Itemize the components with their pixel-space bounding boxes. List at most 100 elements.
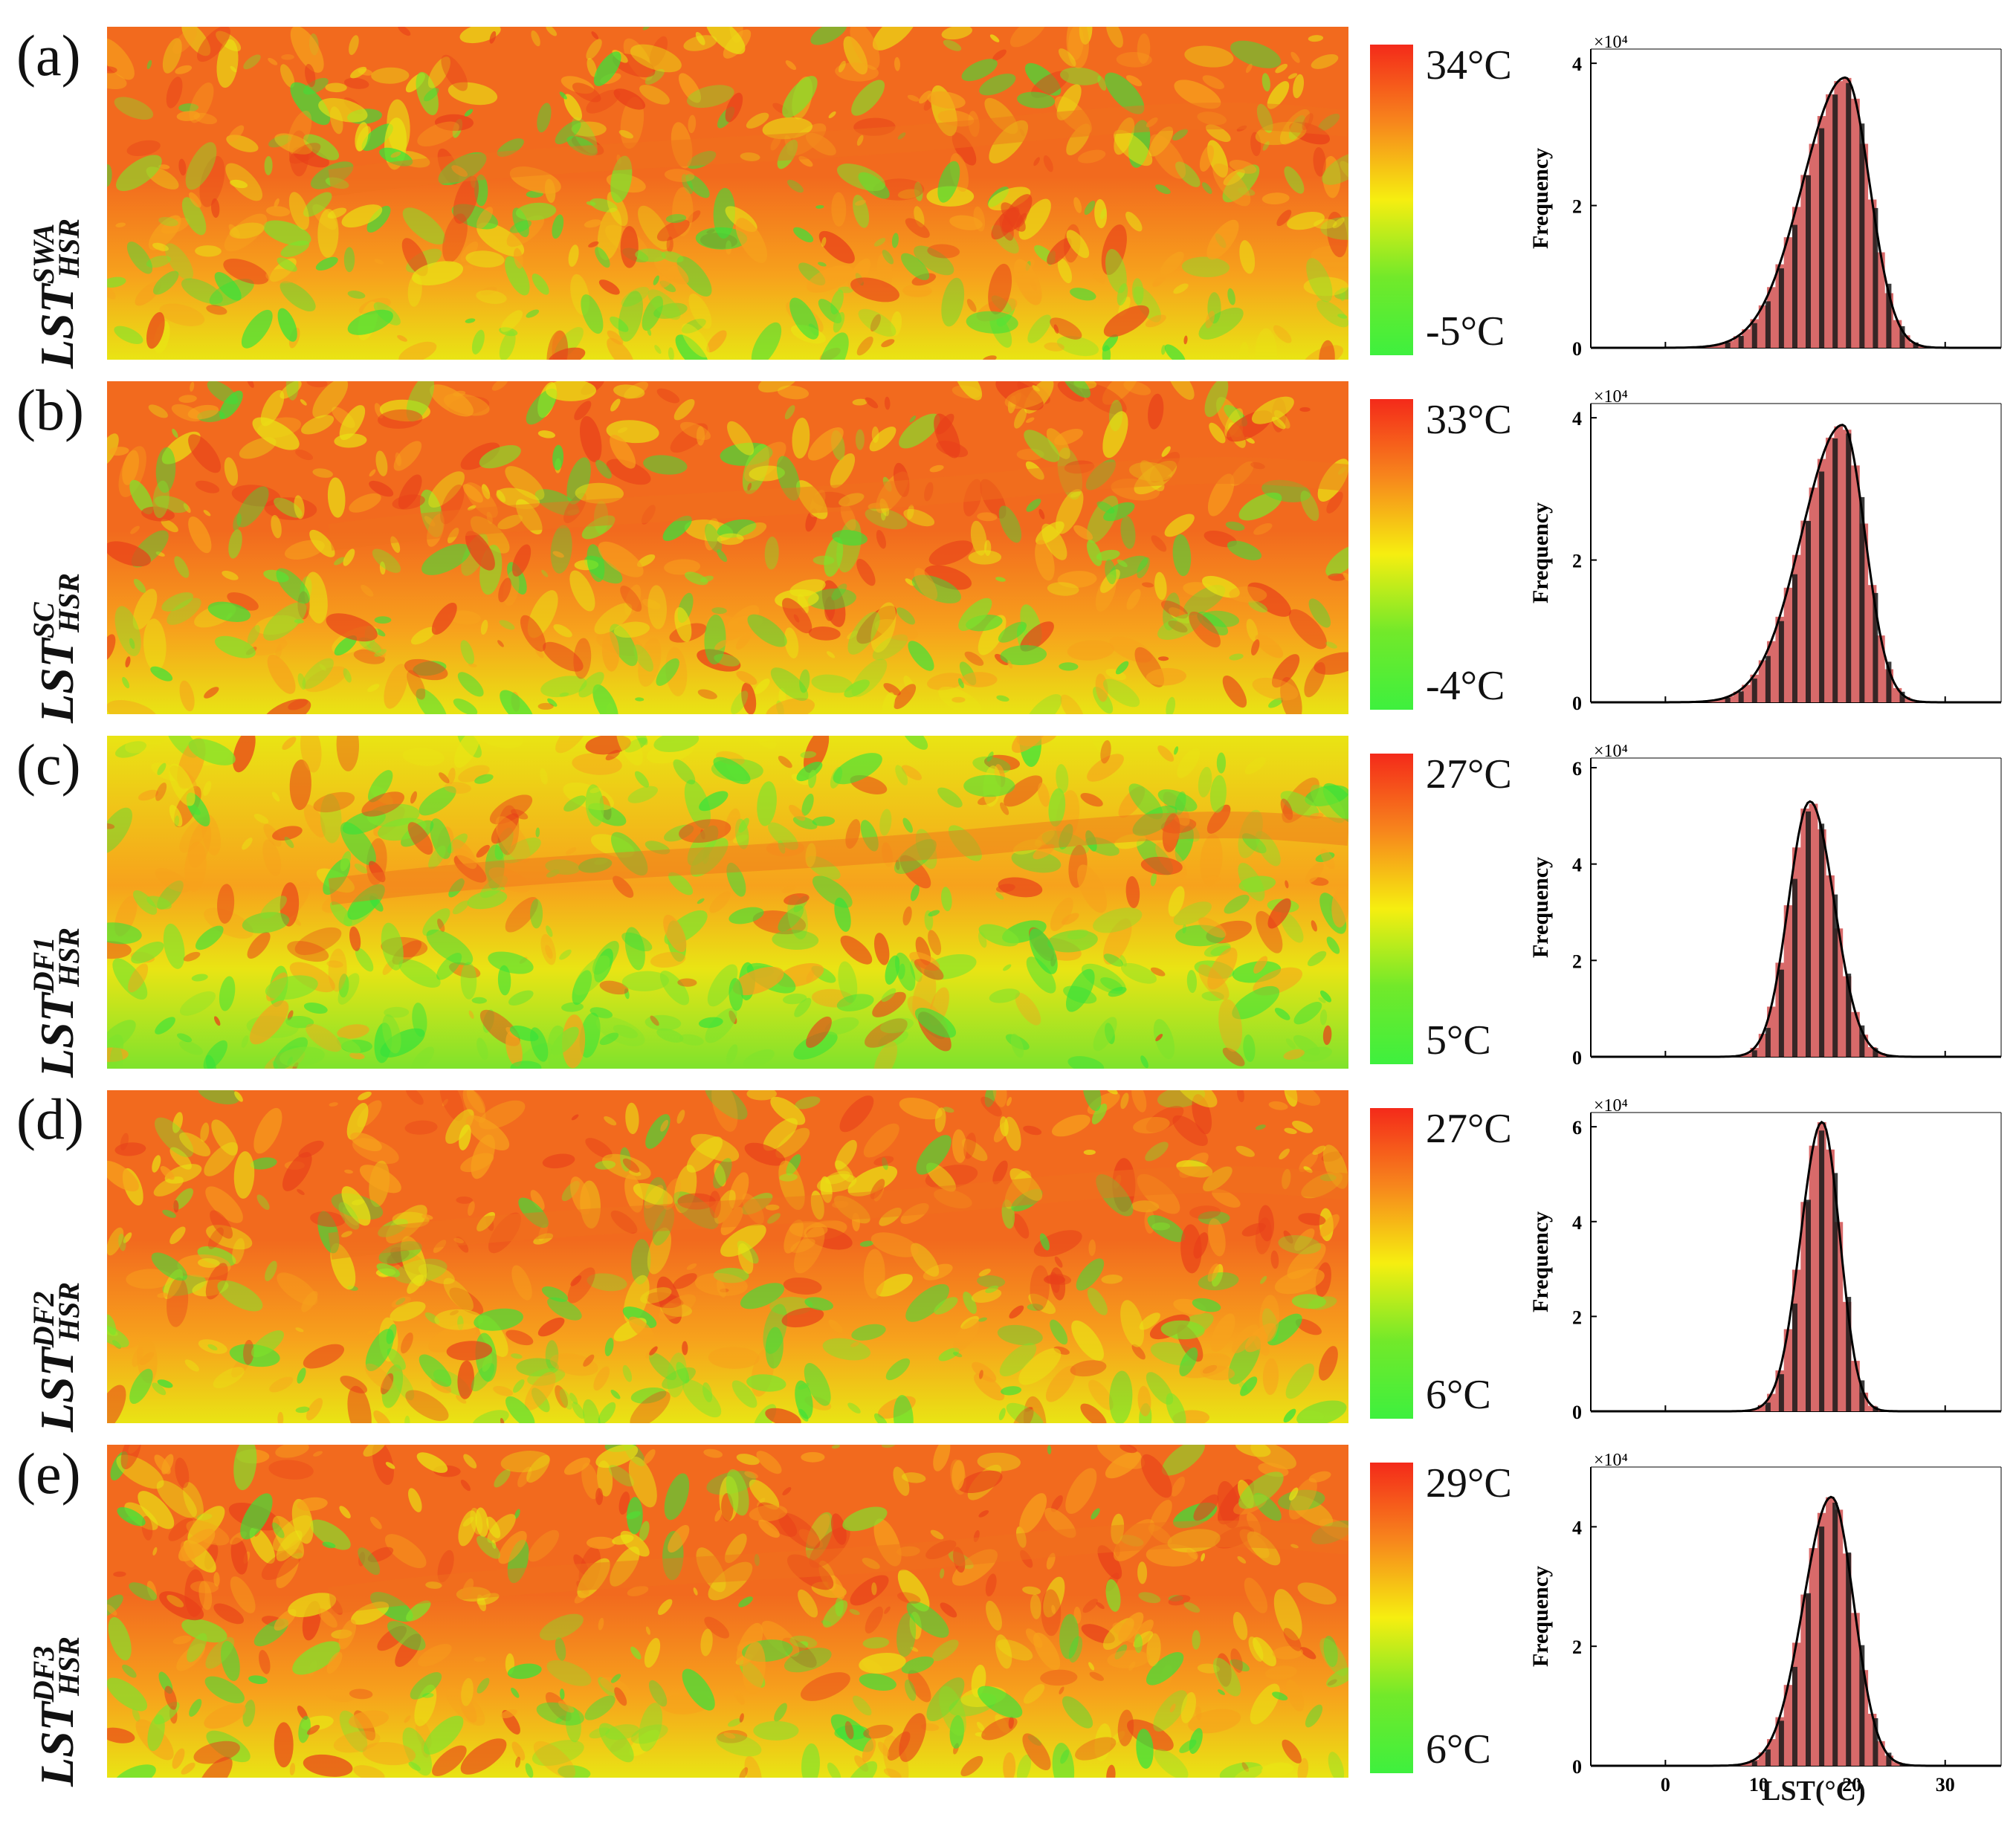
histogram-bar: [1767, 1393, 1776, 1411]
histogram-bar: [1826, 1497, 1835, 1766]
panel-tag: (b): [16, 378, 84, 442]
histogram-bar-dark: [1806, 521, 1811, 702]
histogram-bar-dark: [1806, 811, 1811, 1057]
y-tick-label: 4: [1572, 1212, 1582, 1234]
y-tick-label: 2: [1572, 551, 1582, 572]
colorbar: [1370, 399, 1413, 710]
histogram-bar-dark: [1819, 128, 1825, 348]
panel-d: (d) LSTDF2HSR 27°C 6°C 0 2 4 6 ×10⁴ Frequency: [0, 1087, 2016, 1440]
histogram-x-axis-label: LST(°C): [1762, 1775, 1866, 1807]
panel-tag: (a): [16, 23, 81, 88]
histogram-bar-dark: [1765, 1402, 1771, 1411]
lst-map: [107, 736, 1348, 1069]
histogram-bar-dark: [1873, 1048, 1878, 1057]
lst-map: [107, 1090, 1348, 1423]
histogram-bar: [1783, 905, 1793, 1057]
y-tick-label: 0: [1572, 338, 1582, 360]
y-tick-label: 4: [1572, 1517, 1582, 1538]
histogram-bar: [1733, 691, 1742, 702]
y-multiplier-label: ×10⁴: [1594, 33, 1628, 52]
histogram-bar-dark: [1846, 974, 1852, 1057]
histogram-bar-dark: [1765, 1028, 1771, 1057]
y-multiplier-label: ×10⁴: [1594, 1451, 1628, 1470]
histogram-bar: [1851, 1361, 1860, 1411]
histogram-bar-dark: [1806, 1593, 1811, 1766]
histogram-bar-dark: [1778, 969, 1784, 1057]
y-multiplier-label: ×10⁴: [1594, 387, 1628, 407]
histogram-bar-dark: [1819, 1130, 1825, 1411]
terrain-texture: [107, 381, 1348, 714]
histogram-bar: [1876, 252, 1885, 348]
histogram-bar: [1851, 1011, 1860, 1057]
histogram-bar-dark: [1751, 1761, 1757, 1766]
histogram-bar: [1901, 335, 1910, 348]
y-tick-label: 6: [1572, 1117, 1582, 1139]
histogram-bar: [1800, 809, 1810, 1057]
histogram-bar-dark: [1859, 1025, 1865, 1057]
histogram-bar-dark: [1806, 1199, 1811, 1411]
histogram-bar-dark: [1913, 342, 1919, 348]
x-tick-label: 30: [1936, 1774, 1955, 1794]
histogram-bar-dark: [1738, 336, 1744, 348]
colorbar-min-label: 5°C: [1426, 1017, 1491, 1063]
histogram-bar: [1867, 585, 1877, 702]
histogram-bar: [1834, 426, 1844, 702]
histogram-bar-dark: [1886, 283, 1892, 348]
y-axis-label: Frequency: [1528, 502, 1553, 603]
histogram-bar: [1876, 1741, 1885, 1766]
histogram-bar: [1834, 1222, 1844, 1411]
colorbar-min-label: 6°C: [1426, 1726, 1491, 1772]
histogram-bar: [1767, 1739, 1776, 1766]
histogram: 0 2 4 6 ×10⁴ Frequency: [1509, 1090, 2016, 1440]
histogram-bar: [1716, 699, 1726, 702]
colorbar: [1370, 754, 1413, 1064]
y-multiplier-label: ×10⁴: [1594, 742, 1628, 761]
ylabel-superscript: DF1: [27, 937, 60, 994]
histogram-bar-dark: [1792, 224, 1797, 348]
ridge-band: [328, 457, 1348, 551]
histogram-bar-dark: [1725, 343, 1731, 348]
histogram-bar: [1867, 1405, 1877, 1411]
histogram-bar: [1767, 641, 1776, 702]
histogram: 0 2 4 ×10⁴ Frequency: [1509, 27, 2016, 376]
terrain-texture: [107, 1445, 1348, 1778]
histogram-bar: [1783, 587, 1793, 702]
histogram-bar-dark: [1899, 691, 1905, 702]
histogram-bar: [1834, 81, 1844, 348]
histogram-bar-dark: [1751, 1050, 1757, 1057]
ylabel-subscript: HSR: [52, 218, 85, 279]
colorbar-max-label: 27°C: [1426, 1106, 1512, 1152]
y-tick-label: 2: [1572, 1636, 1582, 1658]
ylabel-superscript: DF3: [27, 1646, 60, 1703]
histogram-bar: [1783, 1685, 1793, 1766]
colorbar-max-label: 29°C: [1426, 1460, 1512, 1506]
colorbar: [1370, 45, 1413, 355]
histogram-bar: [1834, 928, 1844, 1057]
histogram-bar-dark: [1859, 1645, 1865, 1766]
histogram-bar-dark: [1886, 1752, 1892, 1766]
map-row-label: LSTSCHSR: [15, 426, 104, 738]
histogram-bar: [1800, 1594, 1810, 1766]
histogram-bar: [1716, 343, 1726, 348]
histogram-bar: [1851, 465, 1860, 702]
y-axis-label: Frequency: [1528, 857, 1553, 958]
histogram-bar: [1809, 1548, 1818, 1766]
ylabel-subscript: HSR: [52, 1282, 85, 1342]
svg-text:LSTDF1HSR: LSTDF1HSR: [27, 927, 85, 1078]
histogram-bar: [1851, 98, 1860, 349]
histogram-bar: [1783, 237, 1793, 348]
histogram-bar: [1876, 635, 1885, 702]
y-tick-label: 4: [1572, 855, 1582, 876]
y-tick-label: 0: [1572, 1047, 1582, 1069]
histogram-bar-dark: [1819, 1526, 1825, 1766]
histogram-bar: [1834, 1509, 1844, 1766]
histogram-bar-dark: [1873, 1718, 1878, 1766]
histogram-bar-dark: [1846, 1297, 1852, 1411]
colorbar: [1370, 1463, 1413, 1773]
svg-text:LSTSCHSR: LSTSCHSR: [27, 573, 85, 724]
histogram: 0 2 4 6 ×10⁴ Frequency: [1509, 736, 2016, 1085]
histogram-bar-dark: [1859, 1380, 1865, 1411]
colorbar-max-label: 33°C: [1426, 397, 1512, 443]
ylabel-subscript: HSR: [52, 573, 85, 633]
histogram-bar-dark: [1778, 268, 1784, 348]
